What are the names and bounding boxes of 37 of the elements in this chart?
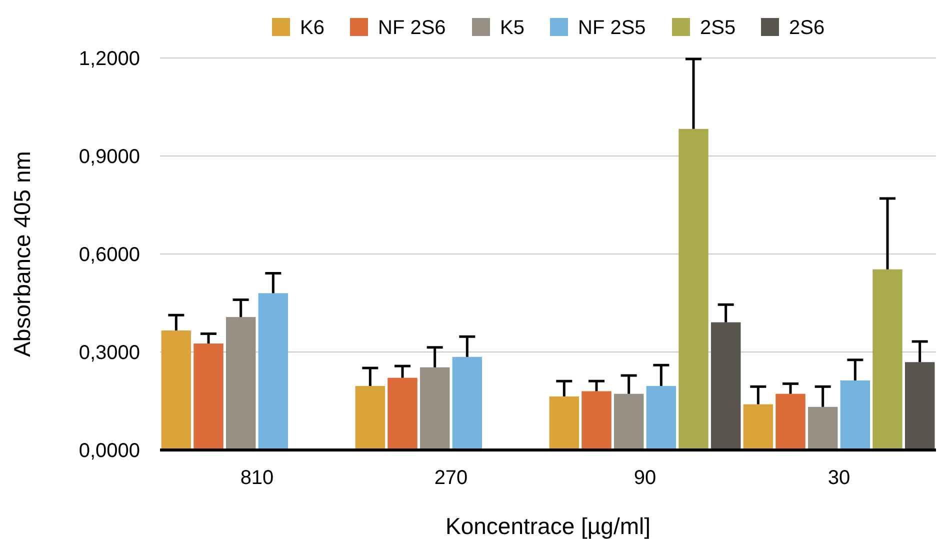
bar: [776, 394, 806, 450]
legend-label: K6: [300, 17, 324, 39]
legend-label: K5: [500, 17, 524, 39]
bar: [614, 394, 644, 450]
legend-label: NF 2S5: [578, 17, 646, 39]
bar: [872, 269, 902, 450]
x-axis-title: Koncentrace [µg/ml]: [445, 513, 651, 539]
bar: [420, 367, 450, 450]
bar: [258, 293, 288, 450]
bar: [743, 404, 774, 450]
bar: [840, 380, 870, 450]
bar: [549, 396, 580, 450]
bar: [710, 322, 741, 450]
y-tick-label: 0,3000: [78, 342, 140, 364]
bar: [194, 344, 224, 450]
y-tick-label: 0,6000: [78, 244, 140, 266]
bar: [388, 378, 418, 450]
legend-label: 2S6: [789, 17, 825, 39]
bar: [678, 128, 708, 450]
y-axis-title: Absorbance 405 nm: [9, 151, 35, 357]
bar: [582, 391, 612, 450]
x-tick-label: 30: [828, 467, 850, 489]
legend-label: NF 2S6: [378, 17, 446, 39]
x-tick-label: 90: [634, 467, 656, 489]
y-tick-label: 0,0000: [78, 440, 140, 462]
bar: [355, 386, 386, 450]
y-tick-label: 1,2000: [78, 48, 140, 70]
legend-label: 2S5: [700, 17, 736, 39]
bar: [226, 317, 256, 450]
bar: [808, 406, 838, 450]
bar: [646, 386, 676, 450]
y-tick-label: 0,9000: [78, 146, 140, 168]
bar: [161, 330, 192, 450]
x-tick-label: 270: [434, 467, 468, 489]
x-tick-label: 810: [240, 467, 274, 489]
bar: [904, 362, 935, 450]
bar: [452, 356, 482, 450]
